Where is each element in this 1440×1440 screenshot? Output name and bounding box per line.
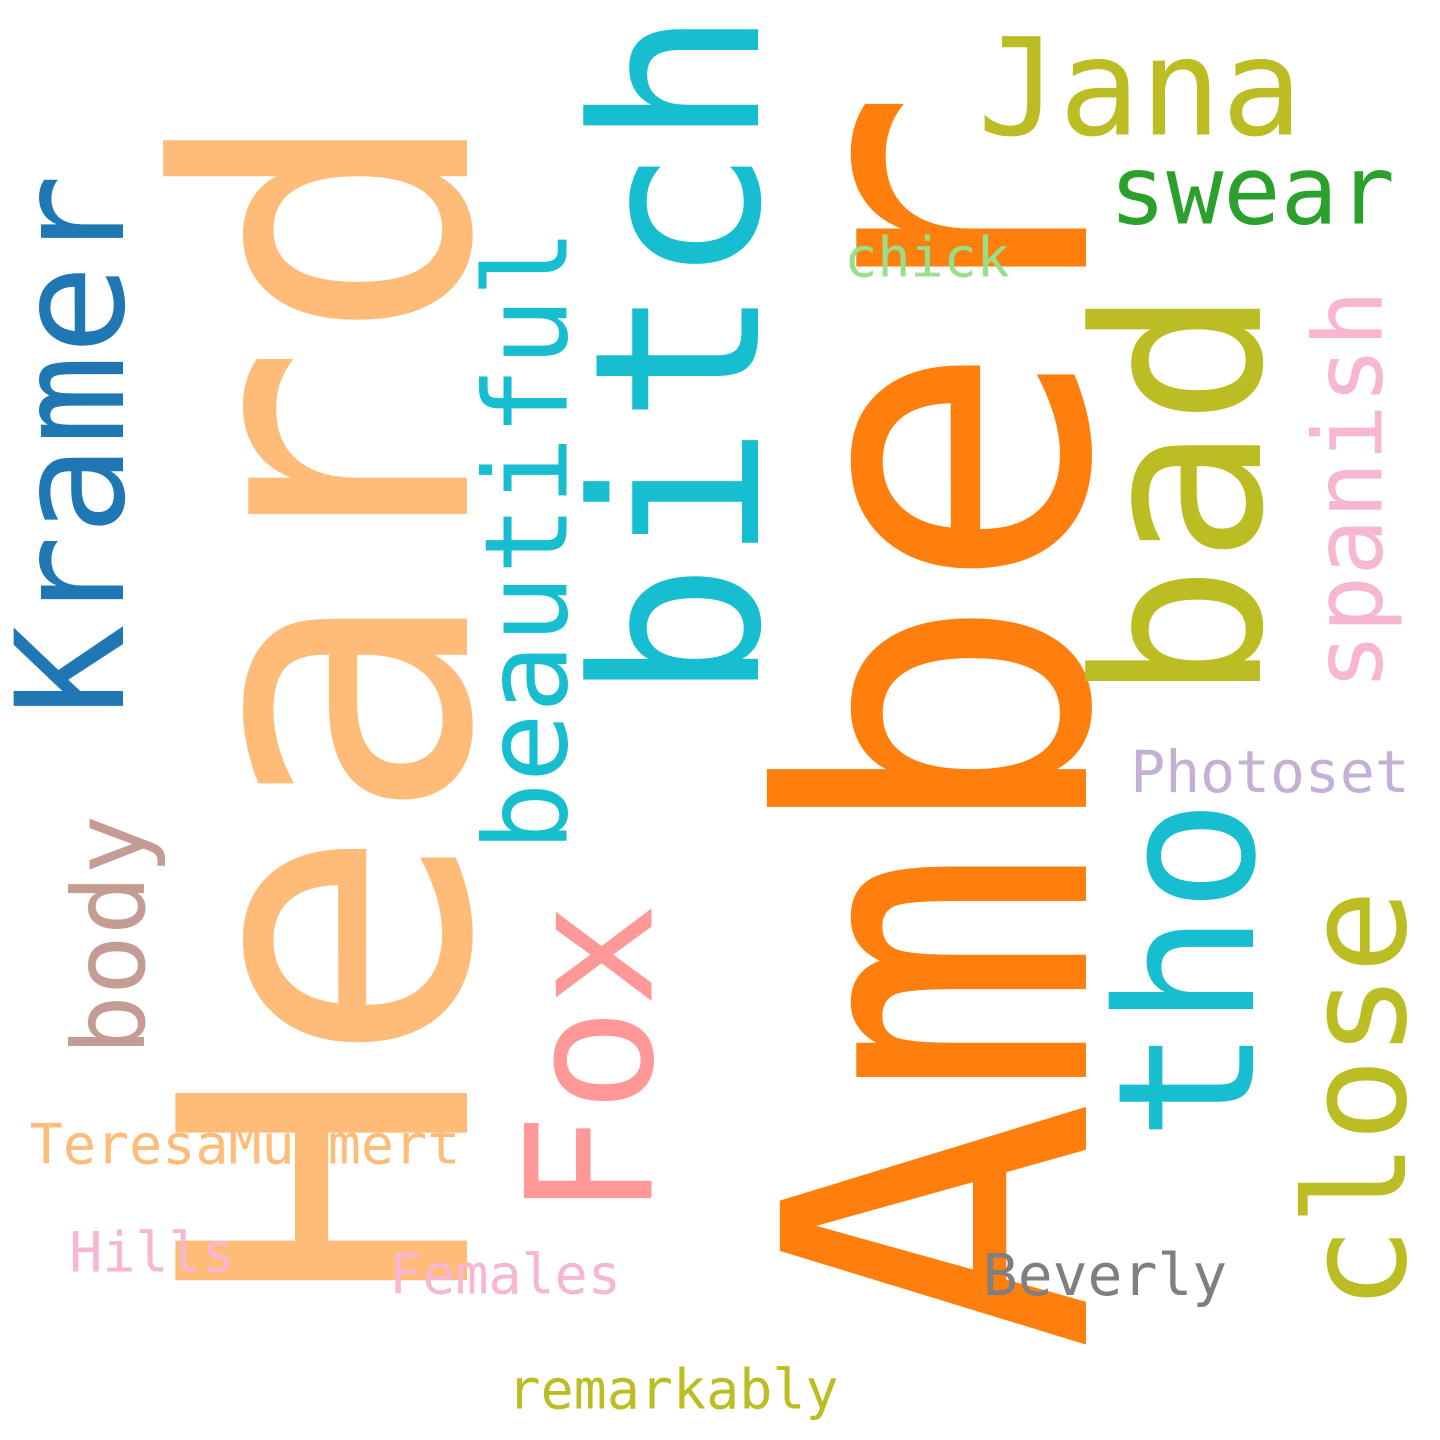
word-teresamummert: TeresaMummert xyxy=(29,1112,461,1177)
word-beautiful: beautiful xyxy=(460,228,595,852)
word-bad: bad xyxy=(1048,287,1315,703)
word-fox: Fox xyxy=(490,901,694,1219)
word-tho: tho xyxy=(1077,798,1298,1142)
word-kramer: Kramer xyxy=(0,174,159,716)
word-jana: Jana xyxy=(977,9,1303,167)
word-beverly: Beverly xyxy=(982,1241,1228,1309)
word-body: body xyxy=(51,814,168,1056)
word-photoset: Photoset xyxy=(1130,738,1410,806)
word-hills: Hills xyxy=(69,1220,235,1285)
word-bitch: bitch xyxy=(546,8,813,702)
word-spanish: spanish xyxy=(1294,289,1405,691)
word-swear: swear xyxy=(1109,136,1395,247)
word-remarkably: remarkably xyxy=(507,1357,839,1422)
word-chick: chick xyxy=(844,225,1010,290)
word-females: Females xyxy=(389,1242,621,1307)
word-close: close xyxy=(1276,889,1439,1311)
